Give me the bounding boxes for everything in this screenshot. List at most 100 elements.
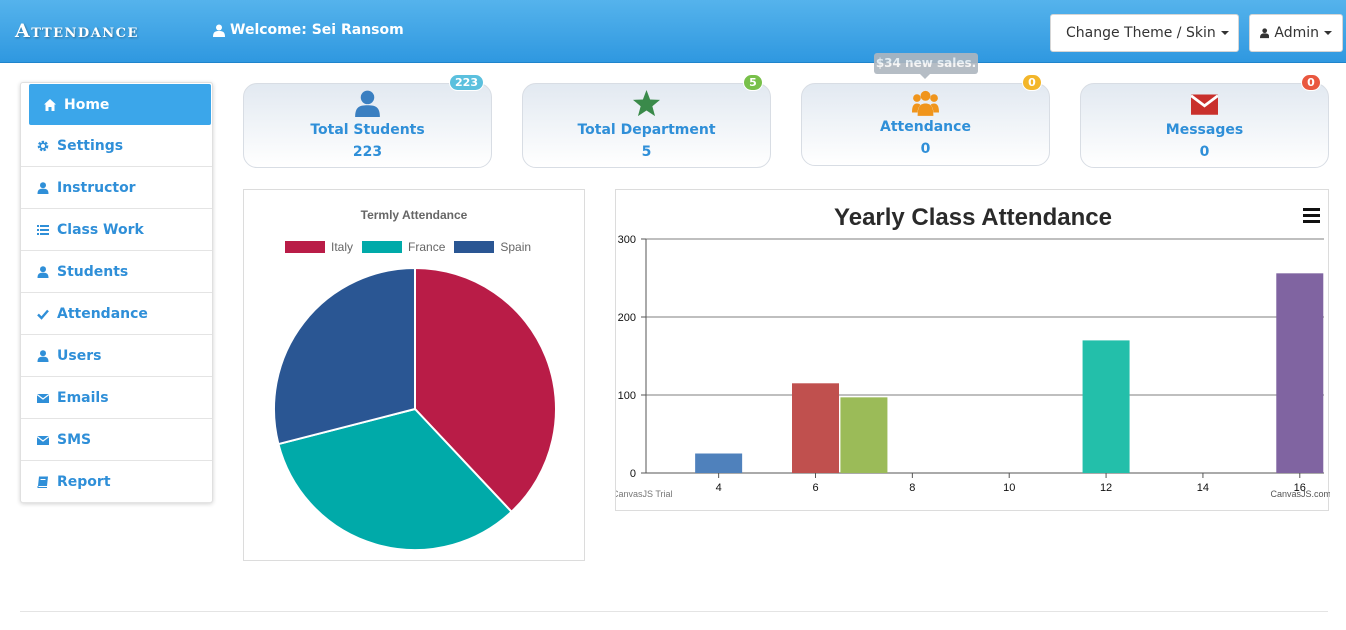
y-tick-label: 200 [618, 312, 636, 324]
sidebar-item-instructor[interactable]: Instructor [21, 167, 212, 209]
bar-chart: Yearly Class Attendance 0 100 200 300 4 6 8 10 12… [616, 204, 1330, 499]
sidebar-item-report[interactable]: Report [21, 461, 212, 503]
users-icon [802, 90, 1049, 118]
stat-card-title: Total Students [310, 122, 425, 138]
legend-item[interactable]: Italy [285, 240, 353, 254]
stat-card-title: Messages [1165, 122, 1244, 138]
sidebar-item-label: Settings [57, 137, 124, 154]
notification-badge: 0 [1301, 74, 1321, 91]
list-icon [37, 224, 49, 236]
stat-card-total-department[interactable]: Total Department 5 5 [522, 74, 771, 168]
sidebar-item-label: Instructor [57, 179, 136, 196]
user-icon [37, 349, 49, 362]
sidebar-item-label: Home [64, 96, 110, 113]
stat-card-title: Attendance [880, 119, 971, 135]
sidebar-item-students[interactable]: Students [21, 251, 212, 293]
legend-label: Italy [331, 240, 354, 254]
bar-x-4[interactable] [695, 453, 743, 474]
user-icon [244, 90, 491, 118]
termly-attendance-panel: Termly Attendance Italy France Spain [243, 189, 585, 561]
user-icon [37, 265, 49, 278]
pie-chart [273, 266, 557, 551]
y-tick-label: 0 [630, 468, 636, 480]
sidebar-item-label: Report [57, 473, 111, 490]
bar-x-7[interactable] [840, 397, 888, 473]
legend-label: France [408, 240, 446, 254]
admin-menu-button[interactable]: Admin [1249, 14, 1343, 52]
legend-item[interactable]: Spain [454, 240, 531, 254]
user-icon [213, 24, 225, 37]
chevron-down-icon [1220, 31, 1229, 35]
sidebar-item-label: Users [57, 347, 102, 364]
yearly-attendance-panel: Yearly Class Attendance 0 100 200 300 4 6 8 10 12… [615, 189, 1330, 511]
brand-logo[interactable]: Attendance [15, 20, 139, 42]
admin-label: Admin [1274, 25, 1319, 41]
pie-slice-spain[interactable] [273, 266, 416, 446]
notification-badge: 0 [1022, 74, 1042, 91]
sidebar-item-class-work[interactable]: Class Work [21, 209, 212, 251]
user-icon [1260, 28, 1270, 39]
pie-chart-title: Termly Attendance [360, 208, 468, 222]
home-icon [44, 98, 56, 111]
pie-slice-france[interactable] [277, 407, 513, 551]
stat-card-value: 0 [1199, 144, 1210, 160]
chart-menu-icon[interactable] [1303, 208, 1320, 223]
sidebar-item-label: Emails [57, 389, 109, 406]
bar-x-16[interactable] [1276, 273, 1324, 473]
legend-item[interactable]: France [362, 240, 445, 254]
sales-tooltip: $34 new sales. [874, 53, 978, 79]
bar-x-12[interactable] [1082, 340, 1130, 473]
x-tick-label: 6 [812, 482, 818, 494]
bar-chart-title: Yearly Class Attendance [834, 204, 1112, 231]
x-tick-label: 16 [1294, 482, 1306, 494]
canvasjs-trial-watermark: CanvasJS Trial [616, 489, 673, 499]
bar-x-6[interactable] [792, 383, 839, 473]
welcome-text: Welcome: Sei Ransom [230, 22, 404, 38]
book-icon [37, 476, 49, 488]
sidebar-item-home[interactable]: Home [29, 84, 211, 125]
sidebar-item-users[interactable]: Users [21, 335, 212, 377]
y-tick-label: 100 [618, 390, 636, 402]
check-icon [37, 308, 49, 320]
sidebar-item-sms[interactable]: SMS [21, 419, 212, 461]
legend-swatch [362, 241, 403, 253]
x-tick-label: 14 [1197, 482, 1209, 494]
stat-card-total-students[interactable]: Total Students 223 223 [243, 74, 492, 168]
sidebar-item-label: Students [57, 263, 129, 280]
envelope-icon [37, 434, 49, 446]
footer-divider [20, 611, 1328, 612]
legend-swatch [454, 241, 495, 253]
stat-card-value: 223 [352, 144, 383, 160]
x-tick-label: 8 [909, 482, 915, 494]
change-theme-button[interactable]: Change Theme / Skin [1050, 14, 1239, 52]
envelope-icon [37, 392, 49, 404]
gear-icon [37, 140, 49, 152]
stat-card-attendance[interactable]: Attendance 0 0 [801, 74, 1050, 166]
sidebar-item-attendance[interactable]: Attendance [21, 293, 212, 335]
canvasjs-link[interactable]: CanvasJS.com [1270, 489, 1330, 499]
sidebar-item-label: SMS [57, 431, 92, 448]
y-tick-label: 300 [618, 234, 636, 246]
star-icon [523, 90, 770, 118]
top-navbar: Attendance Welcome: Sei Ransom Change Th… [0, 0, 1346, 63]
chevron-down-icon [1324, 31, 1332, 35]
x-tick-label: 12 [1100, 482, 1112, 494]
pie-slice-italy[interactable] [414, 266, 557, 514]
stat-card-messages[interactable]: Messages 0 0 [1080, 74, 1329, 168]
change-theme-label: Change Theme / Skin [1066, 25, 1216, 41]
sidebar-nav: Home Settings Instructor Class Work Students… [20, 82, 213, 503]
legend-label: Spain [500, 240, 532, 254]
stat-card-value: 5 [641, 144, 652, 160]
stat-card-title: Total Department [577, 122, 716, 138]
envelope-icon [1081, 90, 1328, 118]
x-tick-label: 4 [716, 482, 722, 494]
welcome-message: Welcome: Sei Ransom [213, 22, 404, 38]
stat-card-value: 0 [920, 141, 931, 157]
user-icon [37, 181, 49, 194]
sidebar-item-settings[interactable]: Settings [21, 125, 212, 167]
sidebar-item-label: Attendance [57, 305, 148, 322]
sidebar-item-emails[interactable]: Emails [21, 377, 212, 419]
pie-legend: Italy France Spain [285, 240, 531, 254]
sidebar-item-label: Class Work [57, 221, 144, 238]
legend-swatch [285, 241, 325, 253]
